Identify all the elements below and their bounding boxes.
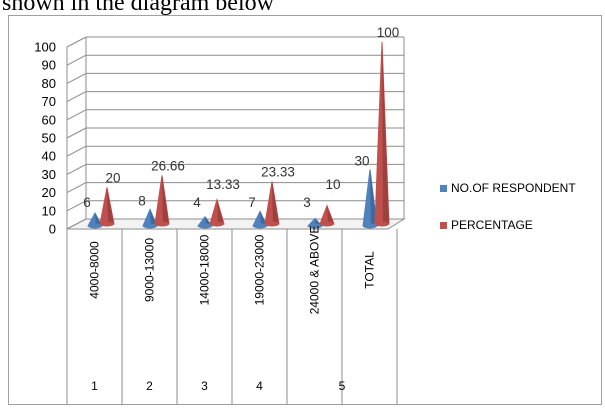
legend-label-0: NO.OF RESPONDENT — [451, 181, 576, 195]
legend-label-1: PERCENTAGE — [451, 218, 533, 232]
y-tick-labels: 0 10 20 30 40 50 60 70 80 90 100 — [34, 40, 56, 237]
gridline-side-80 — [66, 72, 87, 84]
label-percentage-2: 13.33 — [206, 177, 240, 192]
group-label-2: 3 — [201, 379, 208, 393]
label-respondent-2: 4 — [193, 195, 201, 210]
cone-percentage-2-shade — [217, 199, 224, 224]
label-respondent-5: 30 — [354, 153, 369, 168]
cone-respondent-1-base — [143, 223, 157, 229]
cone-percentage-3 — [264, 181, 280, 227]
y-tick-30: 30 — [42, 167, 56, 182]
cone-percentage-5 — [374, 41, 390, 227]
cone-respondent-2 — [196, 215, 214, 229]
cone-respondent-3-base — [253, 223, 267, 229]
y-tick-80: 80 — [42, 76, 56, 91]
cone-percentage-0-base — [100, 221, 114, 227]
label-respondent-4: 3 — [303, 195, 311, 210]
label-percentage-4: 10 — [325, 177, 340, 192]
legend-swatch-0 — [440, 185, 447, 192]
group-label-4: 5 — [339, 379, 346, 393]
y-tick-60: 60 — [42, 112, 56, 127]
label-respondent-3: 7 — [248, 195, 256, 210]
gridline-side-50 — [66, 127, 87, 139]
gridline-side-20 — [66, 182, 87, 194]
group-label-0: 1 — [91, 379, 98, 393]
category-label-0: 4000-8000 — [88, 241, 102, 299]
group-label-3: 4 — [256, 379, 263, 393]
y-tick-20: 20 — [42, 185, 56, 200]
cone-percentage-0-shade — [107, 187, 114, 224]
y-tick-40: 40 — [42, 149, 56, 164]
label-percentage-3: 23.33 — [261, 165, 295, 180]
category-label-5: TOTAL — [363, 251, 377, 289]
axes — [66, 37, 406, 230]
category-table: 4000-8000 9000-13000 14000-18000 19000-2300… — [66, 226, 398, 405]
y-tick-10: 10 — [42, 203, 56, 218]
gridline-side-10 — [66, 200, 87, 212]
cone-percentage-1 — [154, 175, 170, 227]
legend-swatch-1 — [440, 222, 447, 229]
cone-respondent-2-base — [198, 223, 212, 229]
cone-percentage-3-shade — [272, 181, 279, 224]
cone-percentage-1-shade — [162, 175, 169, 224]
label-percentage-1: 26.66 — [151, 158, 185, 173]
cone-percentage-4 — [319, 204, 335, 227]
cone-percentage-2 — [209, 197, 225, 227]
cone-respondent-4-base — [308, 223, 322, 229]
data-labels: 6 20 8 26.66 4 13.33 7 23.33 3 10 30 100 — [83, 25, 399, 210]
cone-percentage-4-base — [320, 221, 334, 227]
floor — [66, 218, 406, 230]
gridline-side-90 — [66, 54, 87, 66]
category-label-4: 24000 & ABOVE — [308, 226, 322, 315]
cone-percentage-0 — [99, 187, 115, 227]
cone-percentage-1-base — [155, 221, 169, 227]
gridline-side-30 — [66, 163, 87, 175]
gridline-side-70 — [66, 91, 87, 103]
group-label-1: 2 — [146, 379, 153, 393]
label-respondent-1: 8 — [138, 193, 146, 208]
gridline-side-60 — [66, 109, 87, 121]
chart-marks — [87, 41, 390, 229]
cone-respondent-5-base — [363, 223, 377, 229]
y-tick-50: 50 — [42, 131, 56, 146]
cone-percentage-3-base — [265, 221, 279, 227]
gridlines — [66, 36, 404, 230]
gridline-side-40 — [66, 145, 87, 157]
y-tick-100: 100 — [34, 40, 56, 55]
category-label-3: 19000-23000 — [253, 234, 267, 305]
cone-percentage-2-base — [210, 221, 224, 227]
y-tick-0: 0 — [49, 222, 56, 237]
label-percentage-0: 20 — [105, 171, 120, 186]
category-label-1: 9000-13000 — [143, 238, 157, 302]
legend: NO.OF RESPONDENT PERCENTAGE — [440, 181, 576, 232]
category-label-2: 14000-18000 — [198, 234, 212, 305]
label-percentage-5: 100 — [377, 25, 400, 40]
label-respondent-0: 6 — [83, 195, 91, 210]
y-tick-70: 70 — [42, 94, 56, 109]
caption: shown in the diagram below — [2, 0, 274, 16]
cone-respondent-0-base — [88, 223, 102, 229]
cone-percentage-4-shade — [327, 205, 334, 224]
cone-percentage-5-shade — [382, 42, 389, 224]
gridline-side-100 — [66, 36, 87, 48]
cone-respondent-4 — [306, 217, 324, 229]
cone-percentage-5-base — [375, 221, 389, 227]
y-tick-90: 90 — [42, 58, 56, 73]
